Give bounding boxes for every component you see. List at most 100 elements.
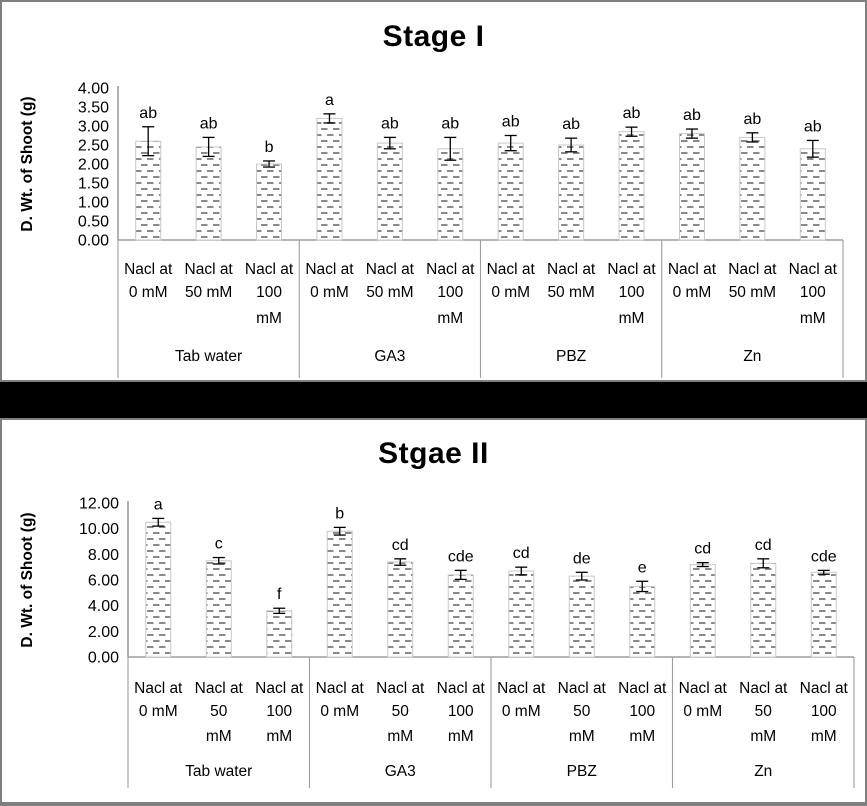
x-tick-label: Nacl at xyxy=(800,680,849,697)
stage-1-panel: Stage I 0.00 0.50 1.00 1.50 2.00 2.50 3.00 3.50… xyxy=(0,0,867,382)
x-tick-label: Nacl at xyxy=(547,261,596,278)
bar xyxy=(568,575,595,658)
x-tick-label: Nacl at xyxy=(739,680,788,697)
x-tick-label: mM xyxy=(750,728,776,745)
significance-letter: f xyxy=(277,586,282,603)
x-tick-label: Nacl at xyxy=(437,680,486,697)
x-tick-label: Nacl at xyxy=(618,680,667,697)
bar xyxy=(618,131,645,241)
stage-1-bar-chart: 0.00 0.50 1.00 1.50 2.00 2.50 3.00 3.50 4.00 D. W… xyxy=(2,72,865,380)
x-tick-label: 100 xyxy=(256,284,282,301)
significance-letter: cde xyxy=(811,548,837,565)
bar xyxy=(195,146,222,241)
significance-letter: b xyxy=(335,505,344,522)
significance-letter: ab xyxy=(623,105,641,122)
bar xyxy=(689,564,716,658)
x-tick-label: Nacl at xyxy=(366,261,415,278)
group-label: PBZ xyxy=(567,763,597,780)
x-tick-label: 100 xyxy=(800,284,826,301)
y-tick-label: 0.00 xyxy=(78,233,109,250)
stage-1-title-area: Stage I xyxy=(2,2,865,72)
bar xyxy=(508,570,535,658)
bar xyxy=(266,610,293,658)
bar xyxy=(799,148,826,241)
x-tick-label: 50 mM xyxy=(729,284,776,301)
significance-letter: ab xyxy=(381,115,399,132)
x-tick-label: Nacl at xyxy=(487,261,536,278)
y-tick-label: 3.00 xyxy=(78,119,109,136)
x-tick-label: Nacl at xyxy=(195,680,244,697)
x-tick-label: 0 mM xyxy=(139,703,178,720)
x-tick-label: mM xyxy=(437,310,463,327)
x-tick-label: 0 mM xyxy=(491,284,530,301)
y-tick-label: 2.00 xyxy=(78,157,109,174)
significance-letter: ab xyxy=(804,118,822,135)
x-tick-label: Nacl at xyxy=(185,261,234,278)
black-separator-band xyxy=(0,382,867,418)
stage-1-chart-title: Stage I xyxy=(382,20,485,53)
bar xyxy=(145,521,172,658)
x-tick-label: 100 xyxy=(448,703,474,720)
x-tick-label: Nacl at xyxy=(124,261,173,278)
x-tick-label: Nacl at xyxy=(558,680,607,697)
x-tick-label: 100 xyxy=(811,703,837,720)
x-tick-label: Nacl at xyxy=(668,261,717,278)
stage-2-panel: Stgae II 0.00 2.00 4.00 6.00 8.00 10.00 12.00 D… xyxy=(0,418,867,806)
x-tick-label: mM xyxy=(569,728,595,745)
x-tick-label: 100 xyxy=(437,284,463,301)
x-tick-label: Nacl at xyxy=(789,261,838,278)
significance-letter: b xyxy=(265,139,274,156)
group-label: Tab water xyxy=(185,763,252,780)
bar xyxy=(376,142,403,241)
bar xyxy=(810,571,837,658)
bar xyxy=(205,560,232,658)
y-tick-label: 1.00 xyxy=(78,195,109,212)
group-label: PBZ xyxy=(556,348,586,365)
x-tick-label: 100 xyxy=(266,703,292,720)
significance-letter: ab xyxy=(441,115,459,132)
significance-letter: e xyxy=(638,559,647,576)
x-tick-label: 50 mM xyxy=(185,284,232,301)
y-tick-label: 0.00 xyxy=(88,650,119,667)
x-tick-label: mM xyxy=(629,728,655,745)
bar xyxy=(326,530,353,658)
bar xyxy=(750,562,777,658)
y-tick-label: 8.00 xyxy=(88,547,119,564)
x-tick-label: 50 xyxy=(210,703,228,720)
significance-letter: ab xyxy=(743,111,761,128)
x-tick-label: Nacl at xyxy=(255,680,304,697)
bar xyxy=(678,133,705,241)
y-tick-label: 0.50 xyxy=(78,214,109,231)
x-tick-label: Nacl at xyxy=(497,680,546,697)
y-tick-label: 6.00 xyxy=(88,573,119,590)
x-tick-label: mM xyxy=(800,310,826,327)
significance-letter: ab xyxy=(683,107,701,124)
stage-2-title-area: Stgae II xyxy=(2,420,865,488)
x-tick-label: Nacl at xyxy=(426,261,475,278)
x-tick-label: 0 mM xyxy=(683,703,722,720)
x-tick-label: Nacl at xyxy=(376,680,425,697)
significance-letter: a xyxy=(325,92,334,109)
group-label: Zn xyxy=(754,763,772,780)
significance-letter: cd xyxy=(513,545,530,562)
significance-letter: ab xyxy=(200,115,218,132)
x-tick-label: Nacl at xyxy=(316,680,365,697)
x-tick-label: 0 mM xyxy=(310,284,349,301)
group-label: GA3 xyxy=(374,348,405,365)
y-tick-label: 3.50 xyxy=(78,100,109,117)
bar xyxy=(135,140,162,241)
y-axis-title: D. Wt. of Shoot (g) xyxy=(19,96,36,231)
x-tick-label: Nacl at xyxy=(607,261,656,278)
significance-letter: cde xyxy=(448,548,474,565)
y-tick-label: 10.00 xyxy=(79,521,119,538)
x-tick-label: mM xyxy=(619,310,645,327)
significance-letter: cd xyxy=(694,541,711,558)
significance-letter: a xyxy=(154,496,163,513)
x-tick-label: Nacl at xyxy=(679,680,728,697)
bar xyxy=(256,163,283,241)
x-tick-label: 0 mM xyxy=(129,284,168,301)
significance-letter: de xyxy=(573,550,591,567)
y-tick-label: 4.00 xyxy=(78,81,109,98)
group-label: Zn xyxy=(743,348,761,365)
significance-letter: ab xyxy=(562,116,580,133)
